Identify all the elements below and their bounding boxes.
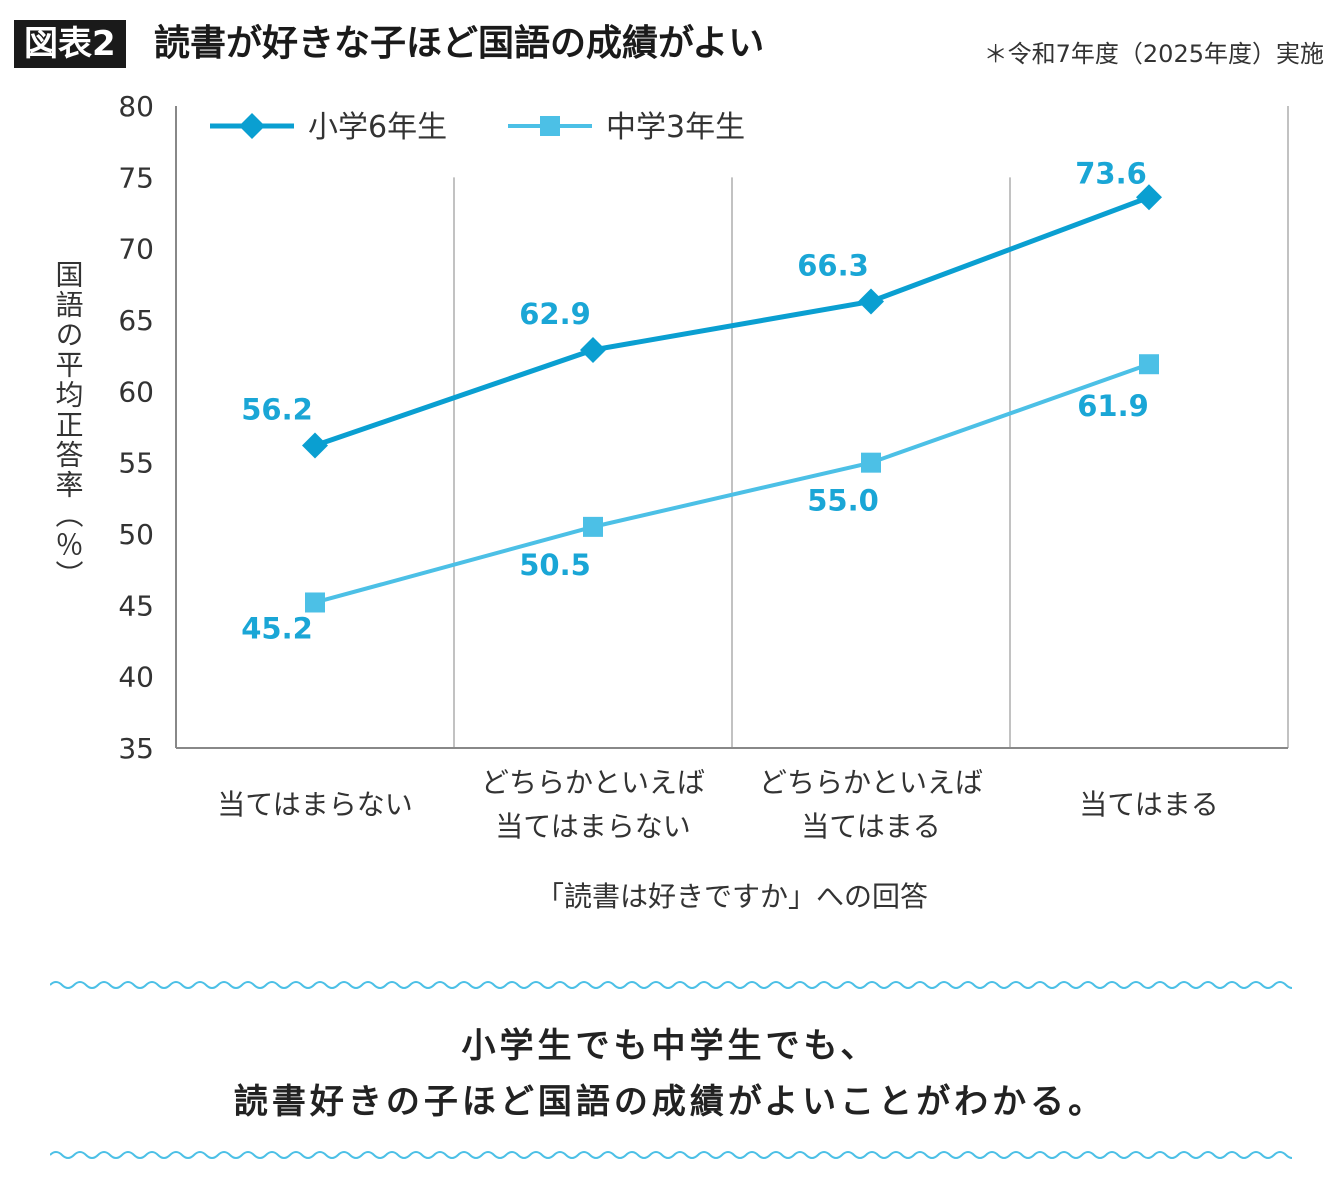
- chart-title: 読書が好きな子ほど国語の成績がよい: [154, 23, 765, 64]
- header: 図表2 読書が好きな子ほど国語の成績がよい ＊令和7年度（2025年度）実施: [14, 14, 1324, 70]
- data-label: 61.9: [1077, 389, 1149, 423]
- data-point-diamond: [302, 432, 328, 459]
- figure-label: 図表2: [14, 20, 126, 68]
- series-line-1: [314, 194, 1150, 448]
- summary-line-1: 小学生でも中学生でも、: [461, 1026, 879, 1066]
- y-axis-label: 国語の平均正答率（％）: [52, 260, 85, 590]
- summary-text: 小学生でも中学生でも、 読書好きの子ほど国語の成績がよいことがわかる。: [0, 1018, 1340, 1130]
- x-tick-label: どちらかといえば: [481, 766, 705, 799]
- x-tick-label: どちらかといえば: [759, 766, 983, 799]
- legend-marker-diamond: [239, 113, 265, 139]
- y-tick-label: 60: [118, 375, 154, 408]
- series-line-2: [314, 362, 1150, 605]
- data-label: 55.0: [807, 484, 879, 518]
- data-point-square: [305, 592, 325, 613]
- wave-divider-top: [50, 981, 1292, 989]
- x-tick-label: 当てはまらない: [217, 788, 412, 821]
- y-tick-label: 55: [118, 447, 154, 480]
- y-tick-label: 65: [118, 304, 154, 337]
- summary-line-2: 読書好きの子ほど国語の成績がよいことがわかる。: [233, 1082, 1107, 1122]
- data-point-square: [1139, 354, 1159, 375]
- survey-note: ＊令和7年度（2025年度）実施: [983, 40, 1324, 68]
- data-point-diamond: [858, 288, 884, 315]
- data-point-square: [583, 516, 603, 537]
- wave-divider-bottom: [50, 1151, 1292, 1159]
- x-tick-label: 当てはまる: [1079, 788, 1218, 821]
- data-label: 56.2: [241, 393, 313, 427]
- data-point-diamond: [580, 336, 606, 363]
- x-tick-label: 当てはまらない: [495, 810, 690, 843]
- line-chart: 35404550556065707580国語の平均正答率（％）当てはまらないどち…: [52, 90, 1289, 913]
- data-label: 73.6: [1075, 156, 1147, 190]
- data-label: 50.5: [519, 548, 591, 582]
- data-point-square: [861, 452, 881, 473]
- data-label: 66.3: [797, 248, 869, 282]
- y-tick-label: 50: [118, 518, 154, 551]
- y-tick-label: 40: [118, 661, 154, 694]
- data-label: 62.9: [519, 297, 591, 331]
- data-label: 45.2: [241, 611, 313, 645]
- legend-label: 中学3年生: [606, 110, 745, 145]
- y-tick-label: 70: [118, 233, 154, 266]
- x-tick-label: 当てはまる: [801, 810, 940, 843]
- legend-label: 小学6年生: [308, 110, 447, 145]
- x-axis-label: 「読書は好きですか」への回答: [536, 880, 928, 913]
- y-tick-label: 80: [118, 90, 154, 123]
- data-point-diamond: [1136, 184, 1162, 211]
- y-tick-label: 75: [118, 161, 154, 194]
- y-tick-label: 35: [118, 732, 154, 765]
- legend-marker-square: [540, 116, 560, 136]
- y-tick-label: 45: [118, 589, 154, 622]
